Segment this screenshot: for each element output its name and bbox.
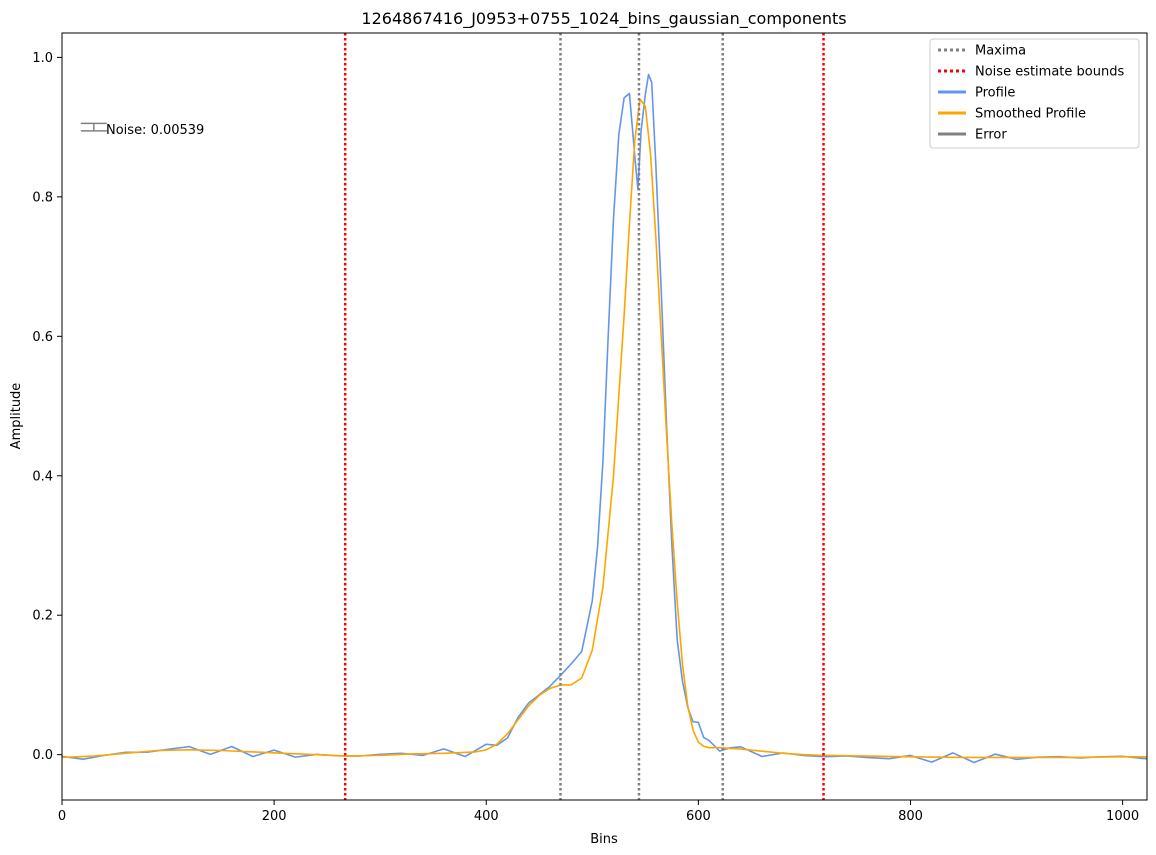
x-tick-label: 600 <box>686 809 711 824</box>
x-tick-label: 200 <box>262 809 287 824</box>
smoothed-profile-line <box>62 98 1147 759</box>
noise-error-annotation: Noise: 0.00539 <box>80 122 204 138</box>
chart-title: 1264867416_J0953+0755_1024_bins_gaussian… <box>361 9 846 29</box>
y-tick-label: 0.6 <box>32 330 53 345</box>
legend-label-1: Maxima <box>975 44 1026 59</box>
y-tick-label: 0.8 <box>32 190 53 205</box>
x-tick-label: 1000 <box>1106 809 1139 824</box>
legend-box <box>929 38 1140 149</box>
y-axis: 0.0 0.2 0.4 0.6 0.8 1.0 <box>32 51 62 763</box>
y-tick-label: 1.0 <box>32 51 53 66</box>
x-tick-label: 0 <box>58 809 66 824</box>
x-axis: 0 200 400 600 800 1000 <box>58 800 1139 824</box>
plot-area <box>62 33 1147 800</box>
noise-annotation-text: Noise: 0.00539 <box>106 123 204 138</box>
legend-label-3: Profile <box>975 86 1015 101</box>
legend: Maxima Noise estimate bounds Profile Smooth… <box>929 38 1140 149</box>
plot-frame <box>61 32 1148 801</box>
x-axis-label: Bins <box>590 832 618 847</box>
y-tick-label: 0.4 <box>32 469 53 484</box>
x-tick-label: 400 <box>474 809 499 824</box>
x-tick-label: 800 <box>898 809 923 824</box>
legend-label-4: Smoothed Profile <box>975 107 1086 122</box>
y-axis-label: Amplitude <box>9 383 24 450</box>
legend-label-5: Error <box>975 128 1007 143</box>
y-tick-label: 0.2 <box>32 609 53 624</box>
y-tick-label: 0.0 <box>32 748 53 763</box>
legend-label-2: Noise estimate bounds <box>975 65 1124 80</box>
